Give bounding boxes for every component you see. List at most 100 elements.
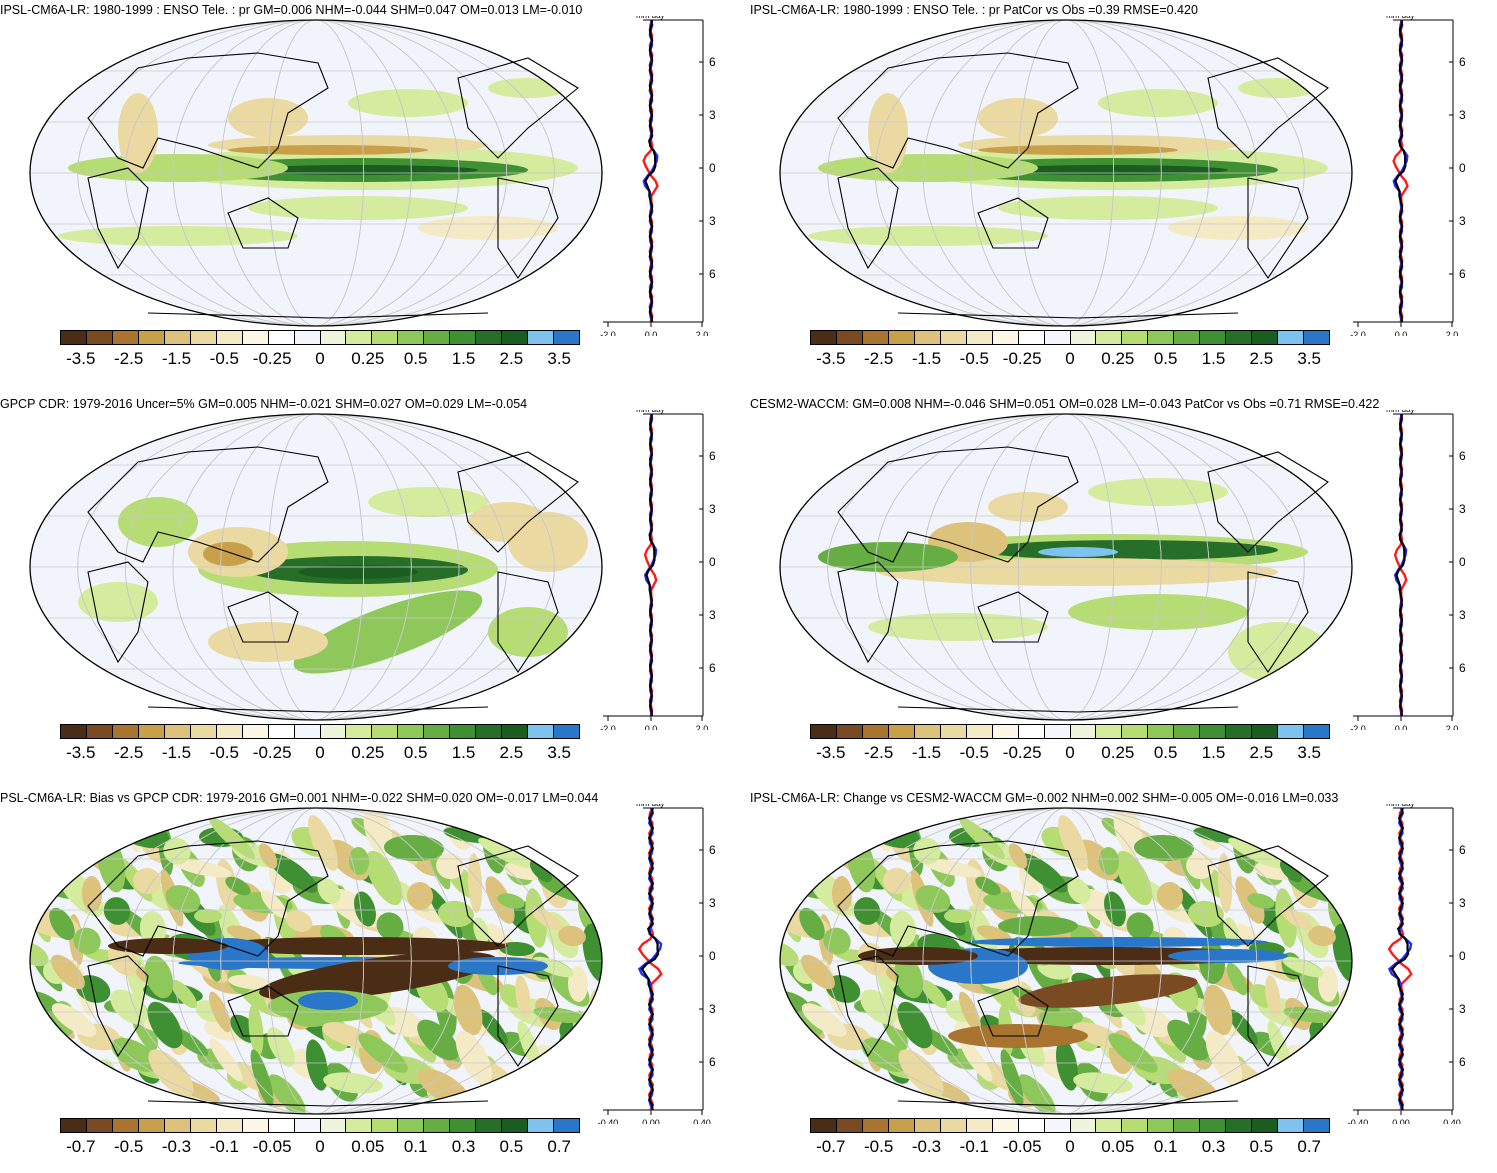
anomaly-patch — [968, 937, 1268, 947]
colorbar-swatch — [294, 331, 321, 344]
colorbar-label: -3.5 — [816, 349, 846, 368]
colorbar-swatch — [811, 331, 837, 344]
colorbar-label: 0.05 — [1101, 1137, 1135, 1156]
anomaly-patch — [1267, 1020, 1291, 1070]
anomaly-patch — [248, 1004, 264, 1056]
anomaly-patch — [68, 154, 288, 182]
anomaly-patch — [365, 850, 403, 906]
colorbar-swatch — [1070, 331, 1097, 344]
colorbar-label: -0.05 — [1002, 1137, 1042, 1156]
value-tick-label: 2.0 — [1446, 330, 1459, 336]
colorbar-label: 0.1 — [1153, 1137, 1178, 1156]
colorbar-swatch — [992, 331, 1019, 344]
colorbar-swatch — [346, 331, 373, 344]
anomaly-patch — [78, 582, 158, 622]
anomaly-patch — [1018, 974, 1198, 1008]
colorbar-swatch — [1018, 725, 1045, 738]
anomaly-patch — [1010, 889, 1038, 919]
colorbar-swatch — [1044, 725, 1071, 738]
colorbar-swatch — [112, 331, 139, 344]
lat-tick-label: 30N — [1459, 896, 1465, 910]
colorbar-swatch — [164, 725, 191, 738]
anomaly-patch — [988, 165, 1228, 175]
anomaly-patch — [558, 925, 586, 947]
colorbar-label: 0 — [1065, 349, 1075, 368]
anomaly-patch — [228, 974, 272, 990]
colorbar-swatch — [61, 331, 87, 344]
anomaly-patch — [73, 927, 101, 955]
anomaly-patch — [978, 540, 1278, 560]
colorbar: -3.5 -2.5 -1.5 -0.5 -0.25 0 0.25 0.5 1.5 2.5 3.5 — [810, 330, 1330, 374]
anomaly-patch — [298, 992, 358, 1010]
panel-5: PSL-CM6A-LR: Bias vs GPCP CDR: 1979-2016… — [0, 788, 748, 1173]
anomaly-patch — [293, 590, 483, 674]
colorbar-swatch — [528, 1119, 555, 1132]
colorbar-swatch — [1252, 331, 1279, 344]
lat-tick-label: 0 — [1459, 949, 1465, 963]
anomaly-patch — [889, 911, 917, 947]
anomaly-patch — [103, 897, 131, 925]
lat-tick-label: 60N — [1459, 843, 1465, 857]
colorbar-label: 3.5 — [547, 743, 572, 762]
anomaly-patch — [959, 817, 1005, 859]
colorbar-swatch — [294, 1119, 321, 1132]
zonal-profile: mm day-1 60N 30N 0 30S 60S -2.0 0.0 2.0 — [1350, 410, 1465, 730]
colorbar-swatch — [1096, 725, 1123, 738]
panel-title: GPCP CDR: 1979-2016 Uncer=5% GM=0.005 NH… — [0, 397, 528, 411]
anomaly-patch — [883, 867, 911, 895]
colorbar-swatch — [450, 725, 477, 738]
anomaly-patch — [861, 1038, 909, 1072]
zonal-profile: mm day-1 60N 30N 0 30S 60S -2.0 0.0 2.0 — [600, 16, 715, 336]
map-outline — [29, 19, 603, 327]
colorbar-label: -0.5 — [863, 1137, 894, 1156]
anomaly-patch — [563, 827, 579, 855]
lat-tick-label: 60S — [709, 267, 715, 281]
world-map — [779, 19, 1353, 327]
colorbar-swatch — [398, 1119, 425, 1132]
anomaly-patch — [148, 1049, 194, 1097]
anomaly-patch — [30, 1032, 49, 1066]
colorbar-swatch — [1122, 1119, 1149, 1132]
anomaly-patch — [418, 216, 558, 240]
colorbar-swatch — [424, 1119, 451, 1132]
anomaly-patch — [1008, 843, 1028, 869]
colorbar-label: 0 — [315, 349, 325, 368]
colorbar-swatch — [1174, 1119, 1201, 1132]
colorbar-swatch — [1200, 331, 1227, 344]
colorbar-swatch — [86, 331, 113, 344]
anomaly-patch — [1113, 808, 1143, 856]
colorbar-label: 0.25 — [351, 349, 385, 368]
anomaly-patch — [1205, 1030, 1243, 1086]
colorbar-swatch — [346, 1119, 373, 1132]
anomaly-patch — [108, 938, 228, 954]
anomaly-patch — [795, 1056, 821, 1076]
anomaly-patch — [1186, 852, 1214, 880]
colorbar-swatch — [268, 725, 295, 738]
anomaly-patch — [1238, 78, 1318, 98]
anomaly-patch — [894, 955, 924, 999]
anomaly-patch — [30, 809, 58, 845]
map-outline — [29, 413, 603, 721]
colorbar-swatch — [242, 1119, 269, 1132]
colorbar-swatch — [914, 725, 941, 738]
anomaly-patch — [194, 909, 222, 923]
colorbar-swatch — [86, 1119, 113, 1132]
anomaly-patch — [488, 607, 568, 657]
anomaly-patch — [1134, 834, 1194, 862]
anomaly-patch — [163, 837, 191, 865]
colorbar-swatch — [398, 331, 425, 344]
colorbar-label: 1.5 — [1201, 743, 1226, 762]
colorbar-swatch — [940, 1119, 967, 1132]
anomaly-patch — [1217, 853, 1233, 913]
anomaly-patch — [780, 1039, 820, 1061]
colorbar-label: -3.5 — [66, 349, 96, 368]
panel-4: CESM2-WACCM: GM=0.008 NHM=-0.046 SHM=0.0… — [750, 394, 1497, 779]
colorbar-swatch — [372, 725, 399, 738]
colorbar-swatch — [450, 1119, 477, 1132]
anomaly-patch — [1287, 823, 1333, 857]
colorbar-label: 1.5 — [451, 743, 476, 762]
colorbar-swatch — [164, 331, 191, 344]
lat-tick-label: 60N — [709, 843, 715, 857]
colorbar-label: 3.5 — [1297, 743, 1322, 762]
anomaly-patch — [260, 889, 288, 919]
